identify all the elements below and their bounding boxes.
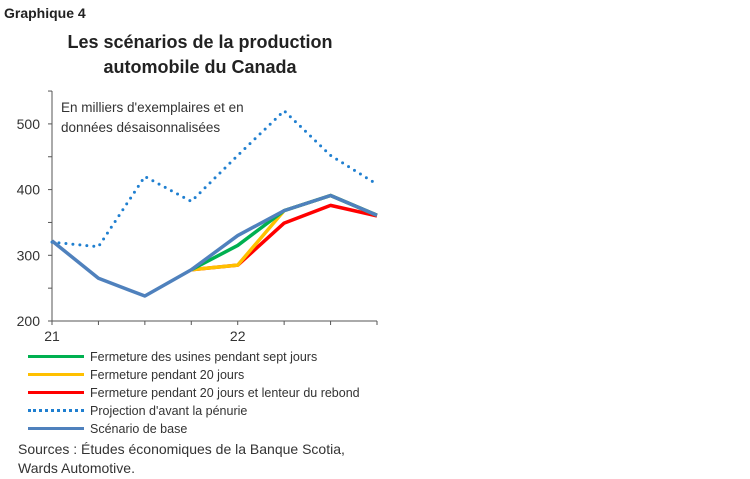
figure-label: Graphique 4	[4, 5, 86, 21]
y-tick-label: 500	[17, 116, 41, 132]
legend-swatch	[28, 427, 84, 430]
units-annotation: données désaisonnalisées	[61, 120, 220, 135]
legend-item: Fermeture des usines pendant sept jours	[28, 348, 317, 365]
legend-label: Fermeture pendant 20 jours	[90, 367, 245, 382]
legend-label: Scénario de base	[90, 421, 188, 436]
series-line	[50, 193, 378, 298]
legend-item: Projection d'avant la pénurie	[28, 402, 247, 419]
legend-item: Scénario de base	[28, 420, 187, 437]
series-line	[191, 193, 378, 272]
legend-item: Fermeture pendant 20 jours et lenteur du…	[28, 384, 360, 401]
units-annotation: En milliers d'exemplaires et en	[61, 100, 244, 115]
legend-item: Fermeture pendant 20 jours	[28, 366, 244, 383]
x-tick-label: 21	[44, 328, 60, 344]
y-tick-label: 400	[17, 182, 41, 198]
sources-note: Sources : Études économiques de la Banqu…	[18, 441, 345, 476]
series-line	[191, 203, 378, 272]
legend-swatch	[28, 373, 84, 376]
series-line	[190, 193, 378, 272]
series-line	[50, 109, 379, 249]
y-tick-label: 300	[17, 247, 41, 263]
legend-swatch	[28, 409, 84, 412]
x-tick-label: 22	[230, 328, 246, 344]
legend-label: Fermeture des usines pendant sept jours	[90, 349, 318, 364]
legend-swatch	[28, 355, 84, 358]
y-tick-label: 200	[17, 313, 41, 329]
legend-label: Fermeture pendant 20 jours et lenteur du…	[90, 385, 360, 400]
legend-swatch	[28, 391, 84, 394]
chart-title: Les scénarios de la production automobil…	[67, 32, 333, 77]
legend-label: Projection d'avant la pénurie	[90, 403, 248, 418]
